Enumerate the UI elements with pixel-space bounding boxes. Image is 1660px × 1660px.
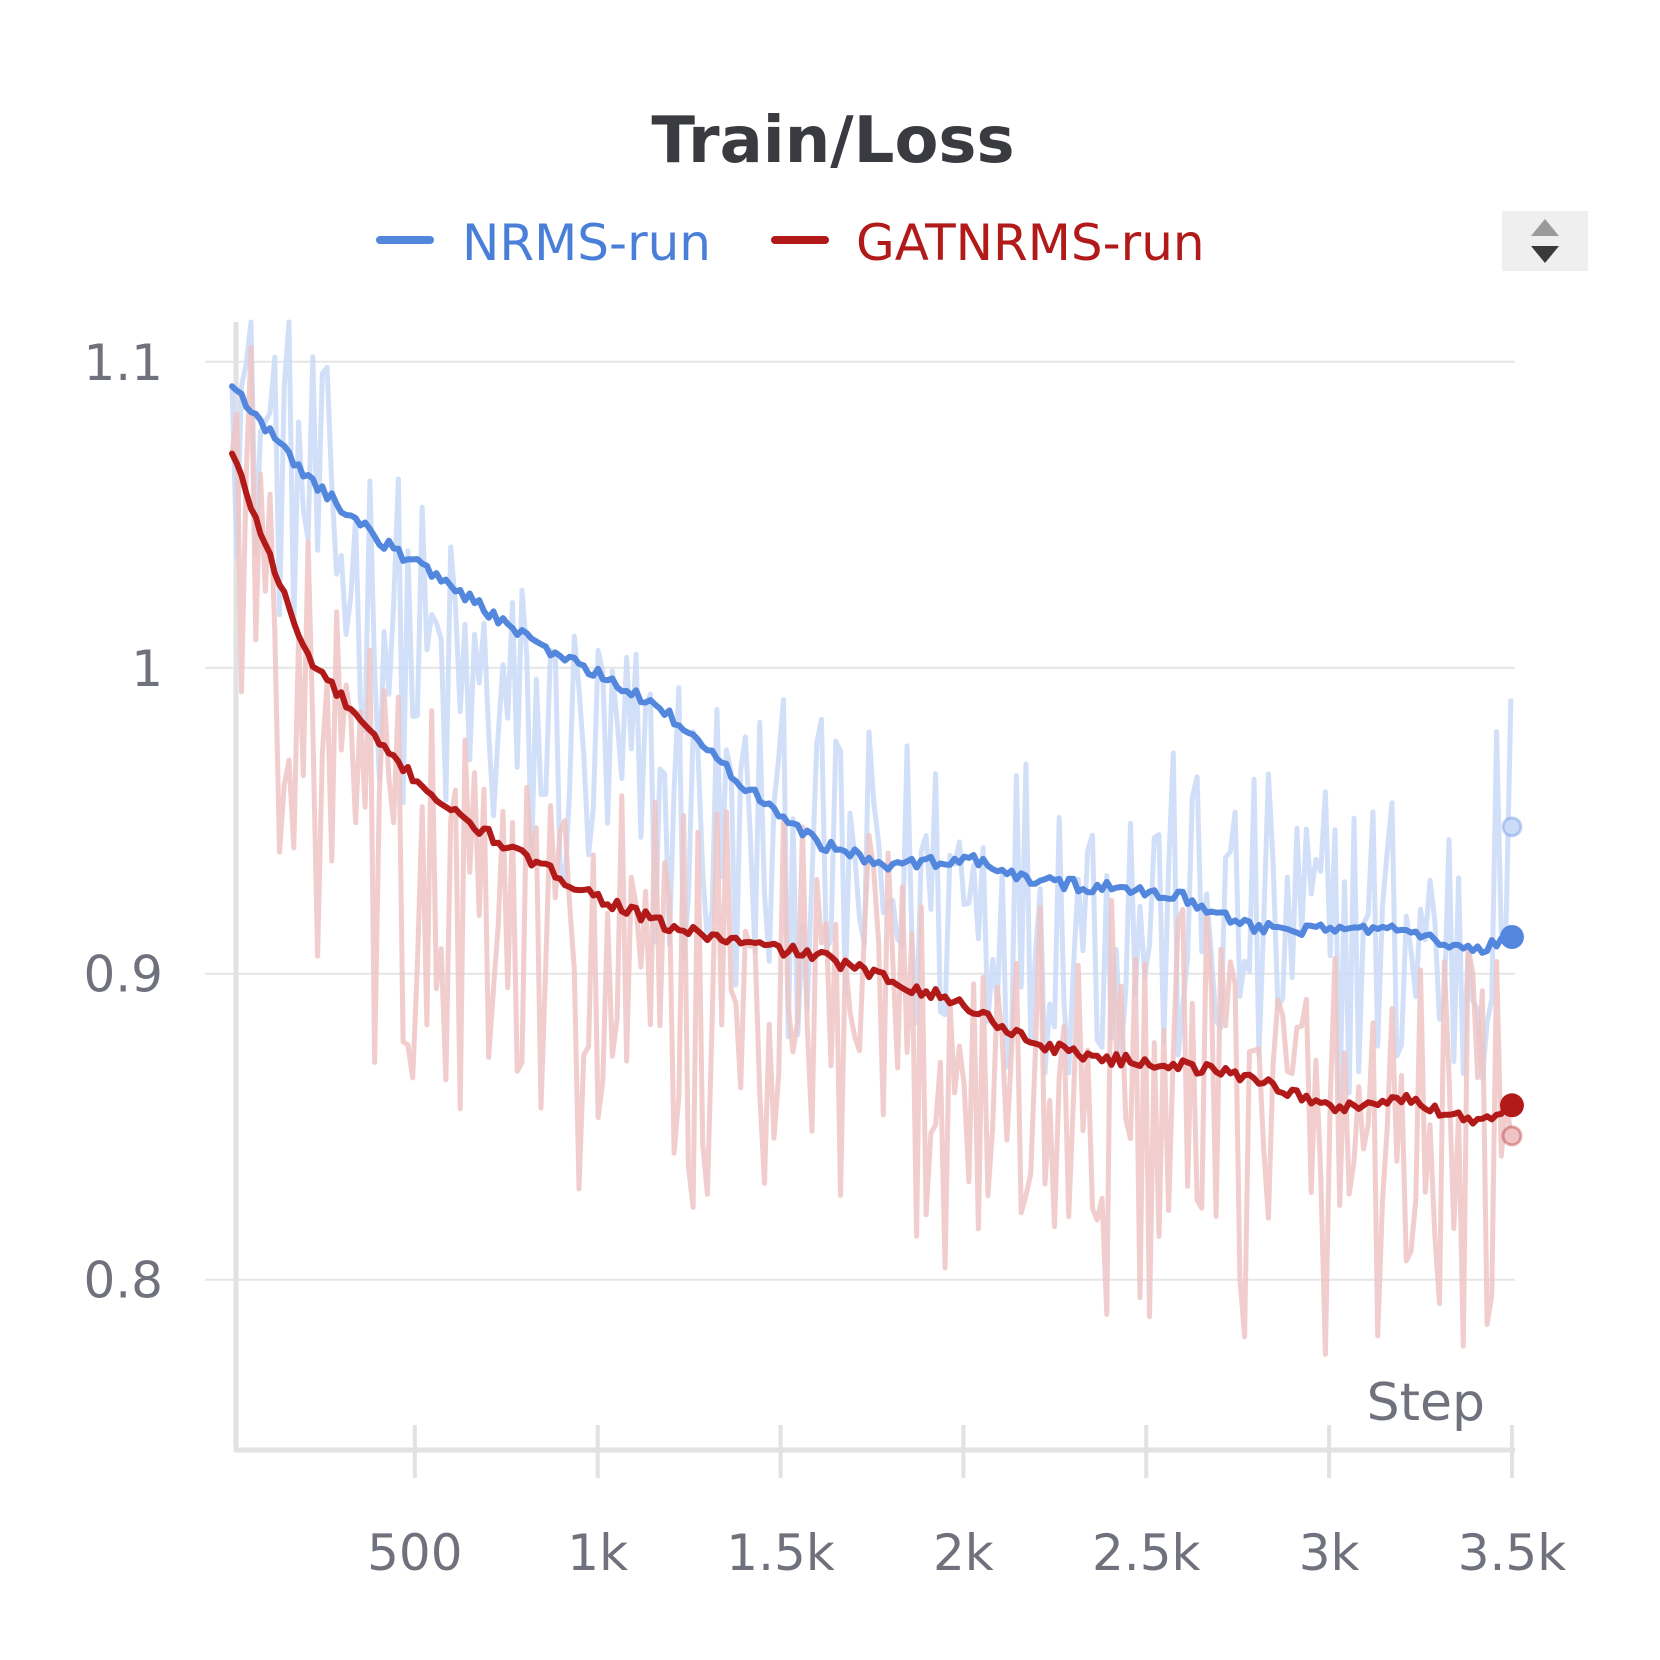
- raw-end-point: [1501, 1125, 1523, 1147]
- y-tick-label: 1.1: [83, 334, 163, 392]
- y-tick-label: 0.9: [83, 946, 163, 1004]
- tick-labels: 0.8 0.9 1 1.1 500 1k 1.5k 2k 2.5k 3k 3.5k: [83, 334, 1566, 1582]
- smoothed-series-line: [229, 383, 1514, 956]
- x-tick-label: 1.5k: [726, 1524, 835, 1582]
- raw-end-point: [1501, 816, 1523, 838]
- x-tick-label: 2.5k: [1092, 1524, 1201, 1582]
- x-tick-label: 500: [367, 1524, 462, 1582]
- smoothed-end-point: [1499, 925, 1524, 950]
- x-tick-label: 1k: [567, 1524, 628, 1582]
- y-tick-label: 0.8: [83, 1252, 163, 1310]
- raw-series-line: [229, 345, 1514, 1357]
- legend-label-nrms: NRMS-run: [462, 214, 711, 272]
- chart-title: Train/Loss: [651, 104, 1014, 178]
- x-tick-label: 3k: [1299, 1524, 1360, 1582]
- legend-label-gatnrms: GATNRMS-run: [856, 214, 1205, 272]
- legend[interactable]: NRMS-run GATNRMS-run: [376, 214, 1205, 272]
- x-tick-label: 2k: [933, 1524, 994, 1582]
- y-tick-label: 1: [131, 640, 163, 698]
- smoothed-end-point: [1499, 1093, 1524, 1118]
- plot-area[interactable]: [229, 319, 1524, 1357]
- sort-arrows-icon[interactable]: [1502, 211, 1588, 271]
- x-tick-label: 3.5k: [1458, 1524, 1567, 1582]
- smoothed-series-line: [229, 450, 1514, 1127]
- raw-series-line: [229, 319, 1514, 1111]
- x-axis-label: Step: [1367, 1373, 1485, 1433]
